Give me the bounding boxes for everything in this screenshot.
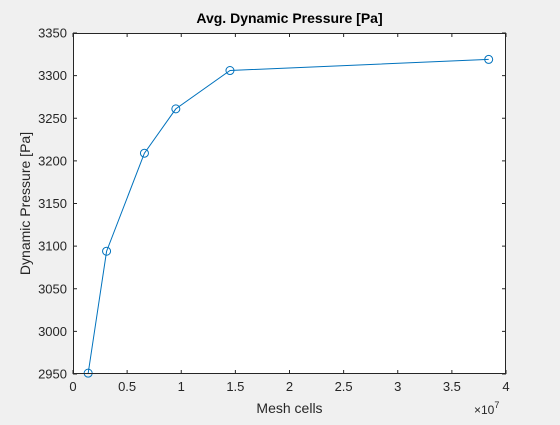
x-tick-label: 4 <box>502 379 509 394</box>
data-point-marker <box>171 104 181 114</box>
x-tick-label: 1 <box>178 379 185 394</box>
x-axis-exponent: ×107 <box>474 400 499 417</box>
x-tick-label: 3 <box>394 379 401 394</box>
y-axis-label: Dynamic Pressure [Pa] <box>17 132 33 275</box>
x-axis-exponent-power: 7 <box>494 400 499 410</box>
x-tick-label: 3.5 <box>443 379 461 394</box>
series-line <box>87 58 489 374</box>
y-tick-label: 3350 <box>38 26 67 41</box>
chart-title: Avg. Dynamic Pressure [Pa] <box>196 10 382 26</box>
y-tick-label: 3150 <box>38 196 67 211</box>
y-tick-label: 3200 <box>38 153 67 168</box>
y-tick-label: 3100 <box>38 239 67 254</box>
x-tick-label: 2.5 <box>335 379 353 394</box>
x-axis-exponent-base: ×10 <box>474 403 495 417</box>
y-tick-label: 3050 <box>38 281 67 296</box>
y-tick-label: 3000 <box>38 324 67 339</box>
series-layer <box>83 54 494 378</box>
y-tick-label: 3250 <box>38 111 67 126</box>
data-point-marker <box>139 148 149 158</box>
x-tick-label: 1.5 <box>226 379 244 394</box>
y-tick-label: 2950 <box>38 367 67 382</box>
data-point-marker <box>102 246 112 256</box>
plot-frame <box>73 33 506 374</box>
plot-area <box>73 33 506 374</box>
x-axis-label: Mesh cells <box>256 400 322 416</box>
y-tick-label: 3300 <box>38 68 67 83</box>
x-tick-label: 0 <box>69 379 76 394</box>
axis-ticks: 0 0.5 1 1.5 2 2.5 3 3.5 4 2950 3000 3050 3100 3150 320… <box>38 26 510 395</box>
data-point-marker <box>225 66 235 76</box>
x-tick-label: 0.5 <box>118 379 136 394</box>
data-point-marker <box>484 54 494 64</box>
x-tick-label: 2 <box>286 379 293 394</box>
